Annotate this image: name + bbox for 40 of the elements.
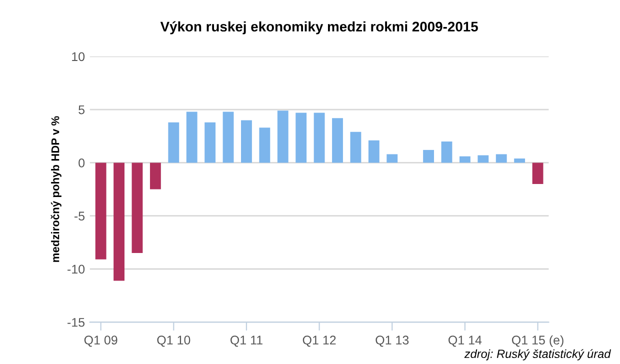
- bar: [114, 162, 124, 281]
- bar: [314, 112, 325, 163]
- x-tick-label: Q1 15 (e): [512, 335, 564, 347]
- y-tick-label: -5: [74, 212, 85, 221]
- bar: [496, 154, 507, 163]
- bar: [241, 120, 252, 163]
- y-tick-label: 5: [78, 105, 85, 114]
- x-tick-label: Q1 12: [302, 336, 336, 347]
- bar: [368, 140, 380, 163]
- bar: [277, 110, 288, 163]
- bar: [150, 162, 161, 190]
- bar: [423, 150, 434, 163]
- chart-title: Výkon ruskej ekonomiky medzi rokmi 2009-2015: [160, 21, 478, 34]
- bar: [350, 132, 362, 163]
- bar: [441, 141, 452, 163]
- bar: [186, 112, 198, 163]
- x-tick-label: Q1 09: [84, 336, 118, 347]
- bar: [204, 122, 216, 163]
- x-tick-label: Q1 14: [448, 336, 482, 347]
- y-axis-title: medziročný pohyb HDP v %: [50, 116, 62, 262]
- x-tick-label: Q1 11: [230, 336, 262, 347]
- bar: [386, 154, 398, 163]
- y-tick-label: -15: [68, 318, 85, 327]
- bar: [332, 118, 343, 163]
- x-tick-label: Q1 10: [157, 336, 190, 347]
- bar: [222, 112, 234, 163]
- bar: [296, 112, 307, 163]
- x-tick-label: Q1 13: [376, 336, 409, 347]
- bar: [168, 122, 180, 163]
- bar: [532, 162, 544, 184]
- y-tick-label: 10: [72, 52, 85, 62]
- bar: [514, 158, 526, 163]
- y-tick-label: -10: [68, 264, 85, 274]
- bar: [259, 128, 270, 163]
- bar: [459, 156, 470, 163]
- bar: [478, 155, 489, 163]
- y-tick-label: 0: [78, 158, 85, 168]
- bar: [95, 162, 106, 260]
- bar: [132, 162, 143, 254]
- text: zdroj: Ruský štatistický úrad: [464, 349, 612, 360]
